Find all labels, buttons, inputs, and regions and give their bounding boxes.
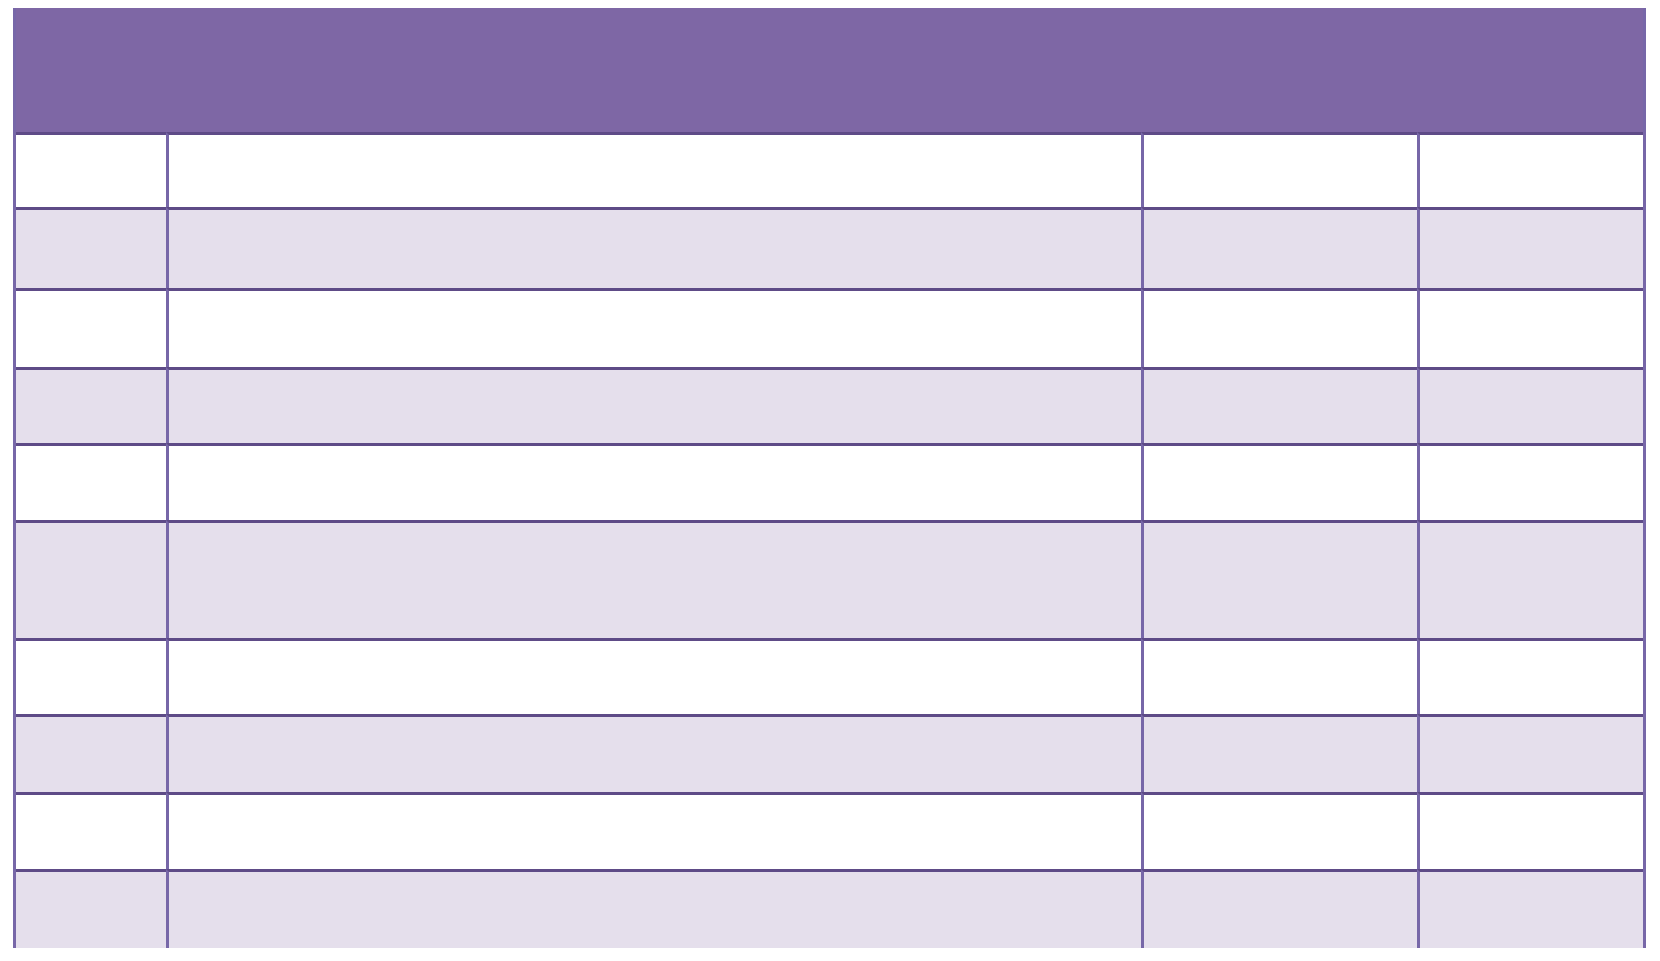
table-row [16,288,1643,367]
table-cell[interactable] [16,443,166,520]
table-cell[interactable] [1141,638,1417,714]
table-cell[interactable] [166,443,1141,520]
table-cell[interactable] [1417,714,1643,792]
table-cell[interactable] [166,869,1141,948]
table-cell[interactable] [1141,207,1417,288]
table-cell[interactable] [16,132,166,207]
table-cell[interactable] [166,714,1141,792]
table-cell[interactable] [1141,132,1417,207]
table-cell[interactable] [1417,288,1643,367]
table-cell[interactable] [16,638,166,714]
table-cell[interactable] [16,520,166,638]
table-row [16,443,1643,520]
table-row [16,132,1643,207]
table-cell[interactable] [166,520,1141,638]
table-cell[interactable] [1141,714,1417,792]
table-cell[interactable] [1141,869,1417,948]
table-row [16,714,1643,792]
table-cell[interactable] [1417,638,1643,714]
table-cell[interactable] [16,792,166,869]
table-row [16,367,1643,443]
table-cell[interactable] [166,792,1141,869]
table-cell[interactable] [1141,520,1417,638]
table-row [16,207,1643,288]
table-body [16,132,1643,948]
table-cell[interactable] [16,288,166,367]
table-cell[interactable] [166,207,1141,288]
empty-banded-table [13,8,1646,948]
table-cell[interactable] [1417,520,1643,638]
table-cell[interactable] [1141,792,1417,869]
table-cell[interactable] [1417,869,1643,948]
table-cell[interactable] [16,869,166,948]
table-cell[interactable] [16,207,166,288]
table-cell[interactable] [1417,132,1643,207]
table-cell[interactable] [166,367,1141,443]
table-cell[interactable] [16,367,166,443]
table-row [16,520,1643,638]
table-header-band[interactable] [16,8,1643,132]
table-cell[interactable] [16,714,166,792]
table-row [16,792,1643,869]
table-cell[interactable] [1417,207,1643,288]
table-cell[interactable] [1141,443,1417,520]
table-cell[interactable] [166,638,1141,714]
table-row [16,638,1643,714]
table-cell[interactable] [1141,367,1417,443]
table-cell[interactable] [1417,443,1643,520]
table-cell[interactable] [1417,367,1643,443]
table-cell[interactable] [1417,792,1643,869]
table-cell[interactable] [1141,288,1417,367]
table-cell[interactable] [166,288,1141,367]
table-cell[interactable] [166,132,1141,207]
table-row [16,869,1643,948]
